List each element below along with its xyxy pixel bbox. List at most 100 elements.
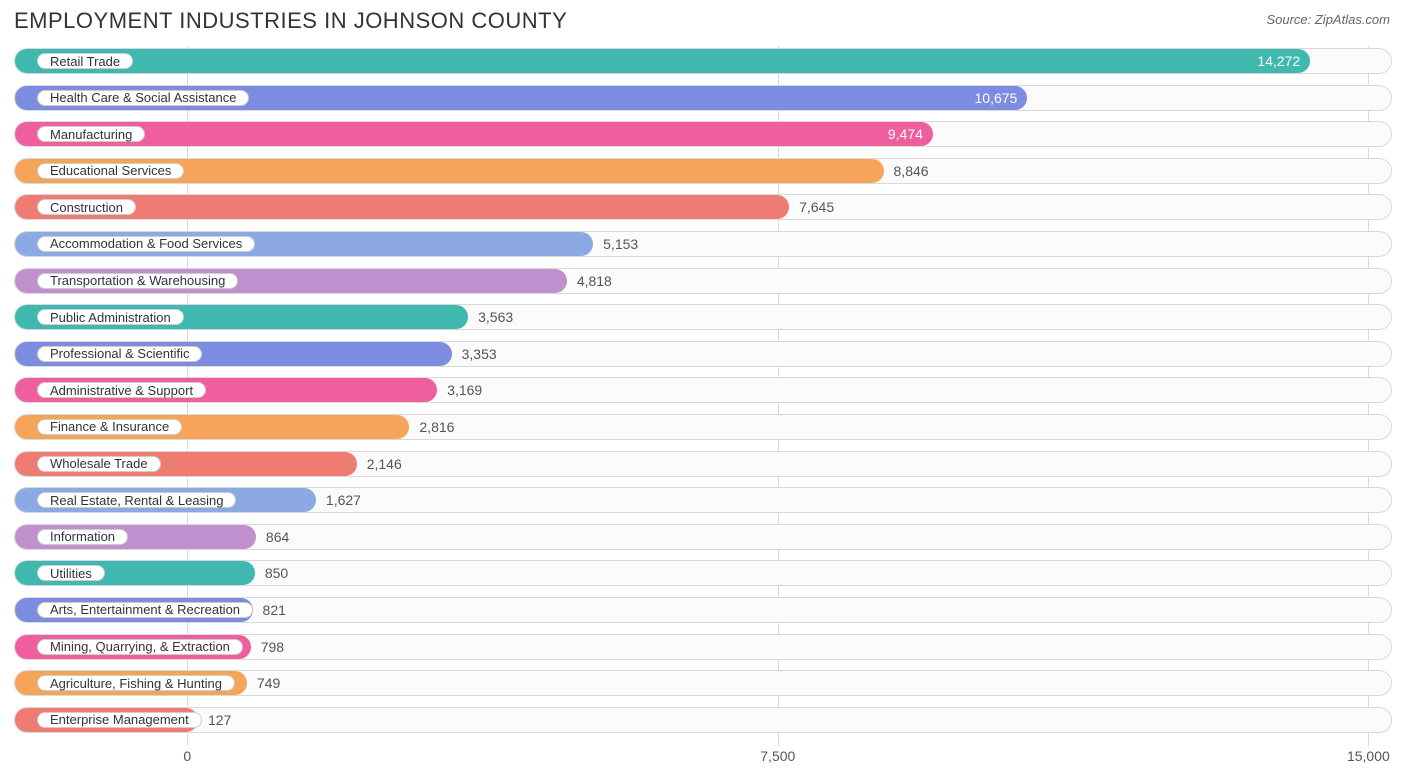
bar-row: Professional & Scientific 3,353 [14, 339, 1392, 369]
bar-value-label: 2,816 [419, 415, 454, 439]
bar-row: Wholesale Trade 2,146 [14, 449, 1392, 479]
bar-value-label: 127 [208, 708, 231, 732]
bar-row: Mining, Quarrying, & Extraction 798 [14, 632, 1392, 662]
bar-cap [18, 235, 32, 253]
bar-track: Information 864 [14, 524, 1392, 550]
bar-cap [18, 162, 32, 180]
bar-cap [18, 381, 32, 399]
bar-cap [18, 272, 32, 290]
x-axis-tick-label: 15,000 [1347, 748, 1390, 764]
bar-category-pill: Wholesale Trade [37, 456, 161, 472]
bar-track: Mining, Quarrying, & Extraction 798 [14, 634, 1392, 660]
bar-value-label: 14,272 [1257, 49, 1300, 73]
bar-row: Information 864 [14, 522, 1392, 552]
chart-title: EMPLOYMENT INDUSTRIES IN JOHNSON COUNTY [14, 8, 567, 34]
bar-row: Accommodation & Food Services 5,153 [14, 229, 1392, 259]
bar-row: Public Administration 3,563 [14, 302, 1392, 332]
bar-category-pill: Utilities [37, 565, 105, 581]
chart-container: EMPLOYMENT INDUSTRIES IN JOHNSON COUNTY … [0, 0, 1406, 776]
bar-cap [18, 125, 32, 143]
bar-cap [18, 674, 32, 692]
bar-row: Agriculture, Fishing & Hunting 749 [14, 668, 1392, 698]
bar-track: Agriculture, Fishing & Hunting 749 [14, 670, 1392, 696]
x-axis-tick-label: 7,500 [760, 748, 795, 764]
bar-category-pill: Accommodation & Food Services [37, 236, 255, 252]
bar-row: 9,474 Manufacturing [14, 119, 1392, 149]
bar-cap [18, 711, 32, 729]
bar-value-label: 10,675 [975, 86, 1018, 110]
bar-row: 14,272 Retail Trade [14, 46, 1392, 76]
bar-category-pill: Health Care & Social Assistance [37, 90, 249, 106]
bar-category-pill: Agriculture, Fishing & Hunting [37, 675, 235, 691]
chart-plot-area: 14,272 Retail Trade 10,675 Health Care & So… [14, 46, 1392, 746]
bar-track: 10,675 Health Care & Social Assistance [14, 85, 1392, 111]
bar-track: Public Administration 3,563 [14, 304, 1392, 330]
bar-category-pill: Administrative & Support [37, 382, 206, 398]
bar-track: Accommodation & Food Services 5,153 [14, 231, 1392, 257]
bar-track: Arts, Entertainment & Recreation821 [14, 597, 1392, 623]
bar-value-label: 3,563 [478, 305, 513, 329]
bar-cap [18, 89, 32, 107]
bar-row: 10,675 Health Care & Social Assistance [14, 83, 1392, 113]
bar-track: Professional & Scientific 3,353 [14, 341, 1392, 367]
bar-row: Transportation & Warehousing4,818 [14, 266, 1392, 296]
bar-row: Real Estate, Rental & Leasing 1,627 [14, 485, 1392, 515]
bar-category-pill: Professional & Scientific [37, 346, 202, 362]
bar-category-pill: Manufacturing [37, 126, 145, 142]
bar-track: Wholesale Trade 2,146 [14, 451, 1392, 477]
source-name: ZipAtlas.com [1315, 12, 1390, 27]
bar-fill: 9,474 [15, 122, 933, 146]
bar-row: Construction7,645 [14, 192, 1392, 222]
x-axis: 0 7,500 15,000 [14, 748, 1392, 768]
bar-value-label: 5,153 [603, 232, 638, 256]
bar-value-label: 798 [261, 635, 284, 659]
bar-cap [18, 345, 32, 363]
bar-track: Administrative & Support 3,169 [14, 377, 1392, 403]
bar-track: Enterprise Management 127 [14, 707, 1392, 733]
bar-row: Administrative & Support 3,169 [14, 375, 1392, 405]
bar-track: Finance & Insurance 2,816 [14, 414, 1392, 440]
bar-cap [18, 564, 32, 582]
bar-value-label: 3,169 [447, 378, 482, 402]
x-axis-tick-label: 0 [183, 748, 191, 764]
bar-track: Construction7,645 [14, 194, 1392, 220]
bar-category-pill: Public Administration [37, 309, 184, 325]
bar-cap [18, 418, 32, 436]
bar-value-label: 749 [257, 671, 280, 695]
bar-cap [18, 528, 32, 546]
bar-cap [18, 601, 32, 619]
bar-value-label: 821 [263, 598, 286, 622]
bar-value-label: 3,353 [462, 342, 497, 366]
bar-row: Utilities 850 [14, 558, 1392, 588]
bar-track: Educational Services 8,846 [14, 158, 1392, 184]
bar-track: 9,474 Manufacturing [14, 121, 1392, 147]
bar-category-pill: Mining, Quarrying, & Extraction [37, 639, 243, 655]
bar-category-pill: Enterprise Management [37, 712, 202, 728]
bar-value-label: 8,846 [894, 159, 929, 183]
bar-category-pill: Retail Trade [37, 53, 133, 69]
bar-row: Arts, Entertainment & Recreation821 [14, 595, 1392, 625]
bar-cap [18, 52, 32, 70]
bar-cap [18, 308, 32, 326]
bar-value-label: 850 [265, 561, 288, 585]
bar-category-pill: Information [37, 529, 128, 545]
bar-row: Finance & Insurance 2,816 [14, 412, 1392, 442]
bar-fill: 14,272 [15, 49, 1310, 73]
bar-value-label: 9,474 [888, 122, 923, 146]
bar-cap [18, 198, 32, 216]
bar-value-label: 864 [266, 525, 289, 549]
bar-category-pill: Construction [37, 199, 136, 215]
bar-row: Enterprise Management 127 [14, 705, 1392, 735]
source-prefix: Source: [1266, 12, 1314, 27]
source-attribution: Source: ZipAtlas.com [1266, 12, 1390, 27]
bar-category-pill: Finance & Insurance [37, 419, 182, 435]
bar-value-label: 1,627 [326, 488, 361, 512]
bar-track: Utilities 850 [14, 560, 1392, 586]
bar-track: Real Estate, Rental & Leasing 1,627 [14, 487, 1392, 513]
bar-cap [18, 455, 32, 473]
bar-track: 14,272 Retail Trade [14, 48, 1392, 74]
bar-category-pill: Educational Services [37, 163, 184, 179]
bar-category-pill: Real Estate, Rental & Leasing [37, 492, 236, 508]
bar-value-label: 2,146 [367, 452, 402, 476]
bar-category-pill: Transportation & Warehousing [37, 273, 238, 289]
